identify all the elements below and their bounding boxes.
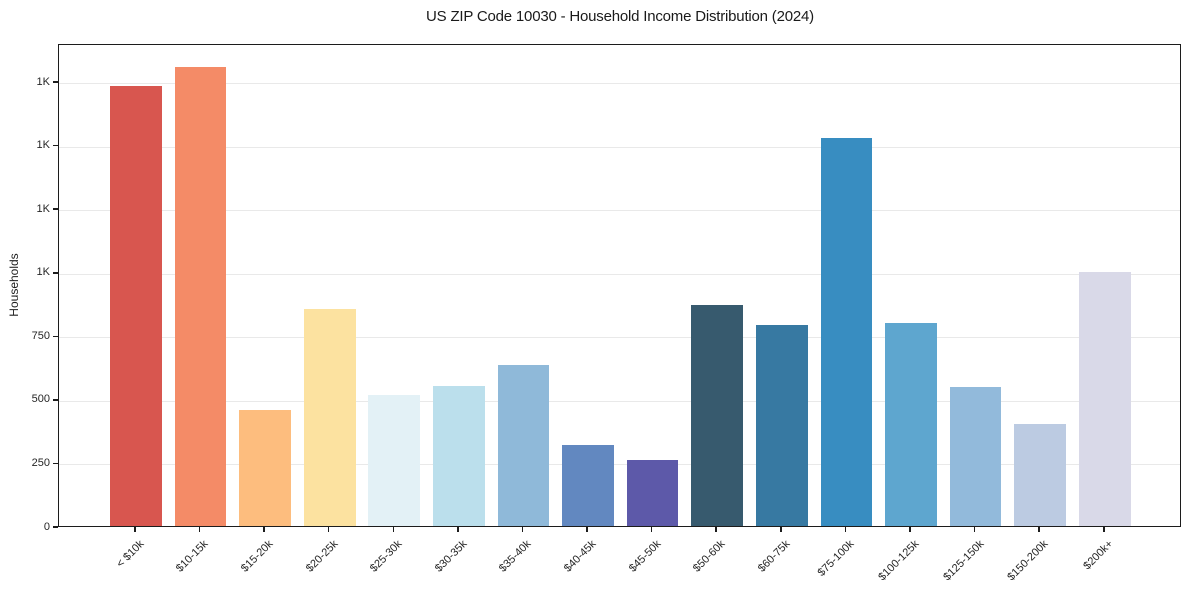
- y-tick-label-1000: 1K: [36, 266, 50, 279]
- x-tick-label-35-40k: $35-40k: [497, 534, 565, 575]
- x-tick-label-text: $15-20k: [238, 538, 276, 575]
- x-tick-mark-100-125k: [909, 527, 911, 532]
- x-tick-label-60-75k: $60-75k: [756, 534, 824, 575]
- x-tick-label-100-125k: $100-125k: [876, 534, 965, 583]
- chart-title: US ZIP Code 10030 - Household Income Dis…: [426, 8, 814, 25]
- x-tick-label-text: $35-40k: [497, 538, 534, 575]
- y-tick-label-500: 500: [31, 393, 50, 406]
- bar-125-150k: [949, 387, 1002, 526]
- x-tick-label-30-35k: $30-35k: [433, 534, 501, 575]
- y-tick-mark-500: [53, 399, 58, 401]
- y-tick-mark-1500: [53, 144, 58, 147]
- bar-50-60k: [691, 304, 744, 526]
- x-tick-mark-60-75k: [780, 527, 782, 532]
- x-tick-mark-35-40k: [521, 527, 524, 532]
- x-tick-label-200k+: $200k+: [1081, 534, 1143, 572]
- gridline-1500: [59, 146, 1180, 148]
- bar-200k+: [1078, 271, 1131, 526]
- bar-25-30k: [368, 395, 421, 526]
- bar-45-50k: [626, 460, 679, 526]
- gridline-1250: [59, 210, 1180, 212]
- y-axis-label: Households: [7, 253, 21, 317]
- x-tick-label-10-15k: $10-15k: [174, 534, 242, 575]
- x-tick-mark-25-30k: [392, 527, 394, 532]
- x-tick-label-10k: < $10k: [114, 534, 171, 570]
- x-tick-mark-10k: [134, 527, 136, 532]
- x-tick-mark-10-15k: [198, 527, 201, 532]
- y-tick-label-1250: 1K: [36, 202, 50, 215]
- x-tick-label-text: $10-15k: [174, 538, 211, 575]
- x-tick-label-text: $45-50k: [626, 538, 664, 575]
- x-tick-label-text: $20-25k: [303, 538, 341, 575]
- x-tick-label-25-30k: $25-30k: [368, 534, 436, 575]
- x-tick-mark-15-20k: [263, 527, 265, 532]
- y-tick-mark-0: [53, 526, 58, 528]
- x-tick-mark-20-25k: [327, 527, 330, 532]
- gridline-500: [59, 400, 1180, 402]
- x-tick-label-text: $40-45k: [561, 538, 599, 575]
- x-tick-mark-75-100k: [844, 527, 847, 532]
- x-tick-mark-50-60k: [715, 527, 717, 532]
- x-tick-label-text: $50-60k: [691, 538, 728, 575]
- y-tick-mark-1250: [53, 208, 58, 210]
- x-tick-label-text: $25-30k: [368, 538, 405, 575]
- bar-20-25k: [303, 308, 356, 526]
- gridline-750: [59, 337, 1180, 339]
- y-tick-mark-750: [53, 335, 58, 338]
- x-tick-label-text: $30-35k: [432, 538, 470, 575]
- bar-15-20k: [239, 410, 291, 526]
- bar-100-125k: [885, 322, 937, 526]
- x-tick-label-150-200k: $150-200k: [1005, 534, 1094, 583]
- x-tick-label-50-60k: $50-60k: [691, 534, 759, 575]
- y-tick-mark-1000: [53, 272, 58, 274]
- gridline-1000: [59, 273, 1180, 275]
- bar-60-75k: [755, 325, 808, 526]
- bar-40-45k: [562, 444, 614, 526]
- x-tick-mark-200k+: [1103, 527, 1105, 532]
- y-tick-label-250: 250: [31, 456, 50, 469]
- x-tick-mark-125-150k: [973, 527, 976, 532]
- bar-75-100k: [820, 138, 873, 526]
- x-tick-label-20-25k: $20-25k: [304, 534, 372, 575]
- gridline-1750: [59, 83, 1180, 85]
- x-tick-mark-40-45k: [586, 527, 588, 532]
- x-tick-label-125-150k: $125-150k: [941, 534, 1030, 583]
- bar-150-200k: [1014, 424, 1066, 526]
- x-tick-label-40-45k: $40-45k: [562, 534, 630, 575]
- bar-10-15k: [174, 67, 227, 526]
- x-tick-label-75-100k: $75-100k: [816, 534, 894, 579]
- y-tick-mark-250: [53, 462, 58, 465]
- gridline-250: [59, 464, 1180, 466]
- x-tick-label-15-20k: $15-20k: [239, 534, 307, 575]
- x-tick-mark-30-35k: [457, 527, 459, 532]
- y-tick-label-1500: 1K: [36, 139, 50, 152]
- y-tick-mark-1750: [53, 81, 58, 83]
- plot-area: [58, 44, 1181, 527]
- x-tick-label-text: < $10k: [114, 538, 147, 571]
- bar-35-40k: [497, 364, 550, 526]
- y-tick-label-0: 0: [43, 520, 50, 533]
- y-tick-label-1750: 1K: [36, 75, 50, 88]
- x-tick-mark-150-200k: [1038, 527, 1040, 532]
- x-tick-label-text: $60-75k: [755, 538, 793, 575]
- x-tick-label-45-50k: $45-50k: [626, 534, 695, 575]
- bar-30-35k: [433, 386, 485, 526]
- y-tick-label-750: 750: [31, 329, 50, 342]
- x-tick-mark-45-50k: [650, 527, 653, 532]
- bar-10k: [110, 86, 162, 526]
